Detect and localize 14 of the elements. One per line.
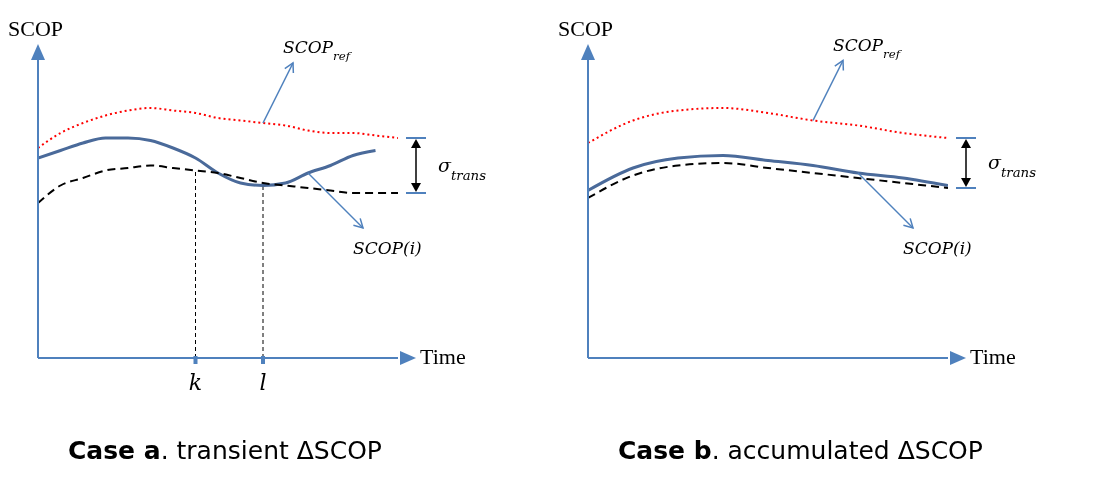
- text: SCOP$_{ref}$: [833, 34, 903, 61]
- y-axis-title: SCOP: [558, 16, 614, 42]
- x-axis-title: Time: [970, 344, 1016, 370]
- text: σ$_{trans}$: [988, 151, 1037, 180]
- x-tick-label: k: [188, 370, 203, 395]
- text: Case b. accumulated ΔSCOP: [618, 436, 983, 465]
- text: Case a. transient ΔSCOP: [68, 436, 382, 465]
- text: SCOP$_{ref}$: [283, 37, 353, 63]
- x-tick-label: l: [259, 370, 267, 395]
- text: σ$_{trans}$: [438, 153, 487, 182]
- text: SCOP(i): [353, 238, 422, 258]
- x-axis-title: Time: [420, 344, 466, 370]
- text: SCOP(i): [903, 238, 972, 258]
- y-axis-title: SCOP: [8, 16, 64, 42]
